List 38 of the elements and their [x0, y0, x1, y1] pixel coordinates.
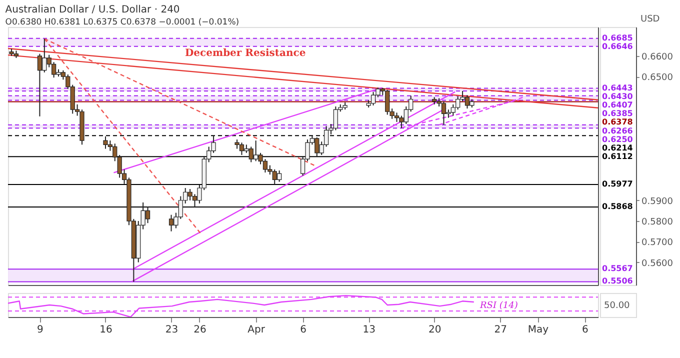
ref-line-label: 0.6685 — [602, 33, 634, 42]
y-tick-label: 0.6500 — [642, 73, 674, 84]
x-tick-label: 23 — [165, 324, 178, 336]
y-tick-label: 0.5800 — [642, 218, 674, 228]
x-tick-label: 26 — [194, 324, 206, 336]
ref-line-label: 0.5567 — [602, 264, 633, 274]
x-tick-label: 16 — [100, 324, 112, 336]
ref-line-label: 0.6430 — [602, 92, 634, 101]
x-tick-label: 13 — [362, 324, 376, 336]
x-tick-label: 9 — [37, 324, 44, 336]
annotation: RSI (14) — [479, 301, 518, 311]
x-tick-label: 6 — [582, 324, 588, 336]
ref-line-label: 0.6214 — [602, 144, 634, 152]
y-tick-label: 0.5700 — [642, 238, 674, 248]
y-axis-title: USD — [640, 14, 660, 24]
ref-line-label: 0.5506 — [602, 276, 634, 286]
ref-line-label: 0.5868 — [602, 202, 634, 211]
ref-line-label: 0.6266 — [602, 126, 634, 136]
x-tick-label: 27 — [494, 324, 507, 336]
ref-line-label: 0.6443 — [602, 83, 633, 92]
ref-line-label: 0.6378 — [602, 118, 634, 127]
ref-line-label: 0.5977 — [602, 179, 633, 188]
annotation: December Resistance — [185, 48, 306, 59]
ref-line-label: 0.6250 — [602, 134, 634, 144]
ref-line-label: 0.6646 — [602, 42, 634, 51]
x-tick-label: Apr — [248, 324, 266, 336]
x-tick-label: 6 — [300, 324, 306, 336]
y-tick-label: 0.5600 — [642, 258, 674, 269]
ref-line-label: 0.6112 — [602, 152, 633, 162]
chart-title: Australian Dollar / U.S. Dollar · 240 — [5, 4, 180, 16]
x-tick-label: May — [528, 324, 549, 336]
ref-line-label: 0.6407 — [602, 100, 633, 110]
text: 50.00 — [604, 301, 630, 311]
y-tick-label: 0.6600 — [642, 52, 674, 62]
ref-line-label: 0.6385 — [602, 109, 634, 118]
x-tick-label: 20 — [428, 324, 442, 336]
chart-subtitle: O0.6380 H0.6381 L0.6375 C0.6378 −0.0001 (−0.01%) — [5, 18, 240, 28]
y-tick-label: 0.5900 — [642, 196, 674, 207]
